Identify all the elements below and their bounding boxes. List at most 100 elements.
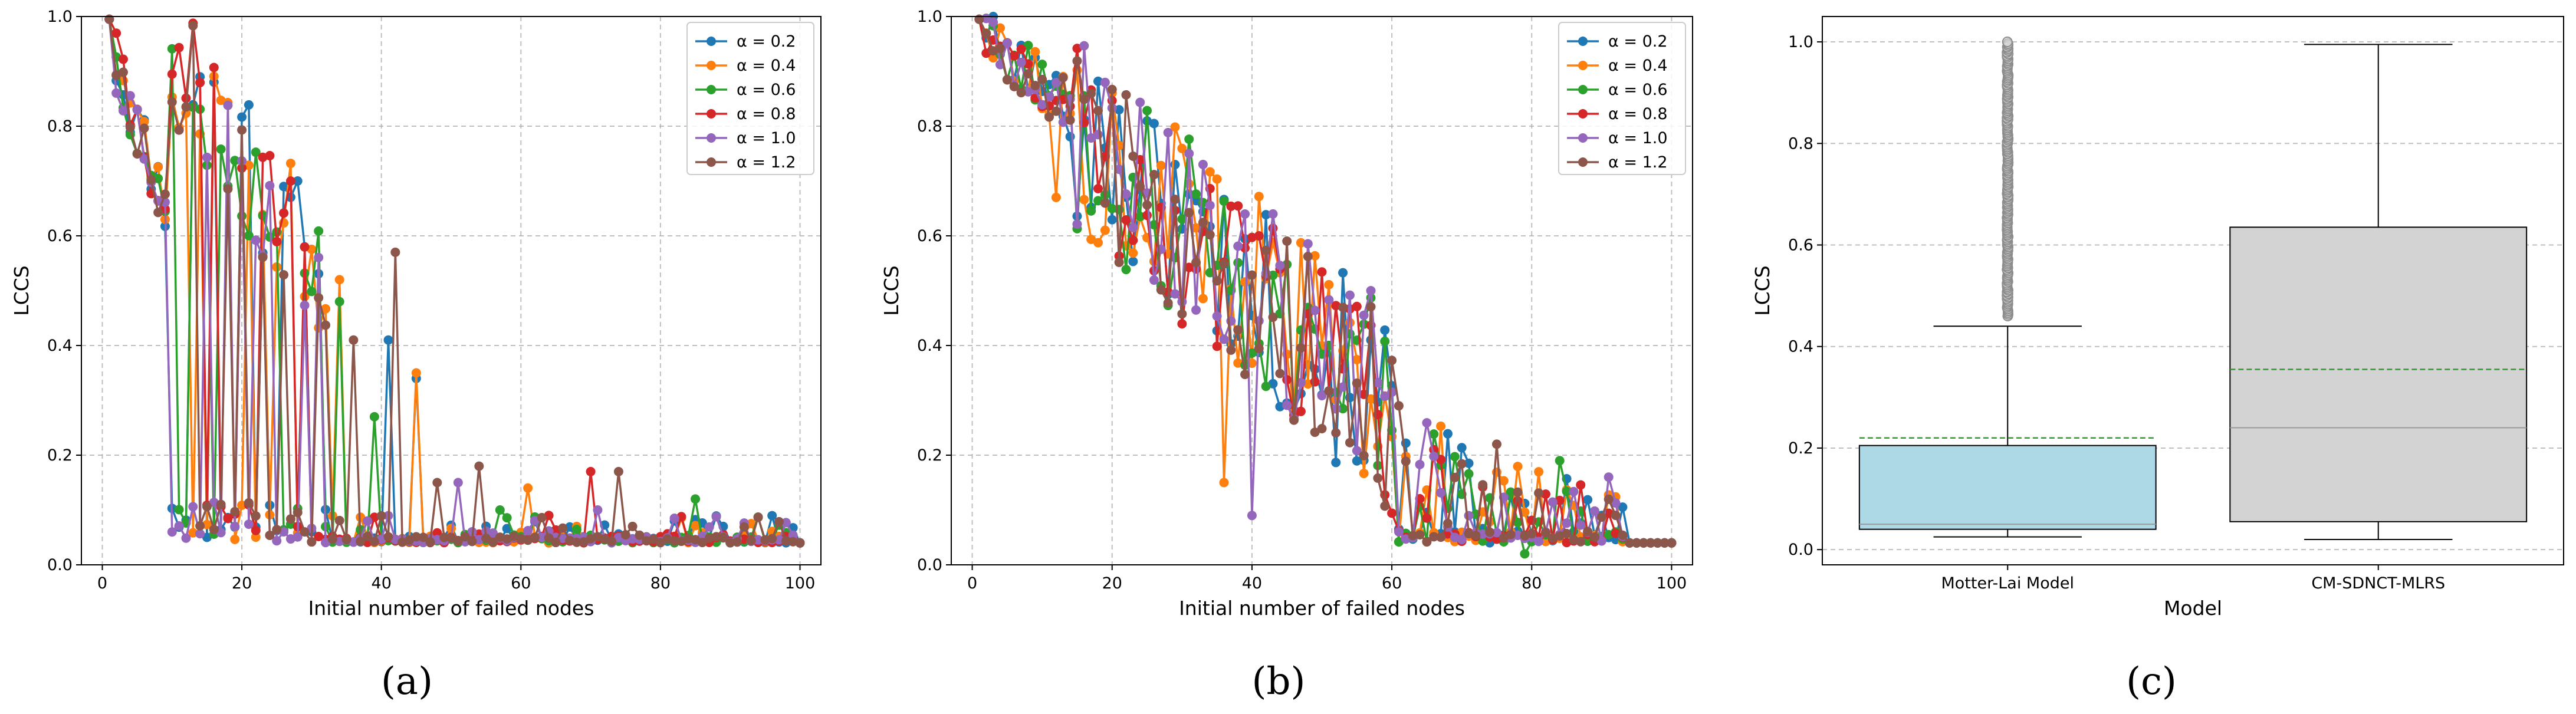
- data-point: [1002, 75, 1012, 85]
- data-point: [369, 512, 379, 522]
- data-point: [481, 533, 491, 543]
- data-point: [1016, 57, 1026, 67]
- legend-label: α = 0.6: [737, 81, 796, 99]
- data-point: [1086, 88, 1096, 98]
- data-point: [1317, 390, 1327, 400]
- data-point: [523, 483, 533, 493]
- data-point: [272, 236, 282, 246]
- data-point: [586, 466, 596, 476]
- data-point: [321, 538, 331, 548]
- data-point: [1296, 238, 1306, 248]
- data-point: [1443, 518, 1453, 528]
- data-point: [495, 505, 505, 515]
- data-point: [1254, 344, 1264, 354]
- data-point: [767, 534, 777, 544]
- data-point: [1429, 532, 1439, 542]
- data-point: [1394, 401, 1404, 411]
- data-point: [1219, 259, 1229, 269]
- data-point: [1520, 507, 1530, 517]
- data-point: [251, 235, 261, 245]
- data-point: [691, 521, 701, 531]
- data-point: [544, 533, 554, 543]
- data-point: [1589, 532, 1599, 542]
- data-point: [1345, 437, 1355, 448]
- data-point: [279, 208, 289, 218]
- data-point: [1170, 160, 1180, 170]
- legend-box: [1558, 22, 1686, 175]
- legend-marker: [707, 37, 716, 46]
- data-point: [1191, 189, 1201, 199]
- data-point: [488, 537, 498, 547]
- data-point: [1415, 459, 1425, 469]
- data-point: [1226, 201, 1236, 211]
- plot-frame: [951, 16, 1693, 565]
- data-point: [649, 534, 659, 544]
- data-point: [1436, 532, 1446, 542]
- data-point: [300, 242, 310, 252]
- data-point: [383, 335, 393, 345]
- data-point: [146, 175, 156, 185]
- data-point: [244, 498, 254, 508]
- y-tick-label: 0.6: [47, 227, 73, 245]
- data-point: [1142, 106, 1152, 116]
- data-point: [1604, 472, 1614, 482]
- data-point: [1247, 270, 1257, 280]
- data-point: [1345, 290, 1355, 300]
- y-tick-label: 0.6: [917, 227, 942, 245]
- data-point: [1338, 268, 1348, 278]
- data-point: [711, 532, 721, 542]
- data-point: [774, 535, 784, 545]
- data-point: [279, 182, 289, 192]
- data-point: [1373, 473, 1383, 483]
- data-point: [488, 528, 498, 538]
- data-point: [1443, 429, 1453, 439]
- legend-marker: [707, 109, 716, 119]
- data-point: [1596, 536, 1606, 546]
- data-point: [1114, 257, 1124, 267]
- legend-marker: [1578, 109, 1588, 119]
- legend-marker: [707, 133, 716, 143]
- legend-label: α = 0.4: [1608, 57, 1668, 75]
- data-point: [125, 123, 135, 133]
- data-point: [753, 512, 763, 522]
- data-point: [1450, 452, 1460, 462]
- plot-frame: [81, 16, 822, 565]
- data-point: [1093, 130, 1103, 140]
- legend-marker: [707, 85, 716, 94]
- data-point: [1093, 183, 1103, 193]
- data-point: [1135, 182, 1145, 192]
- legend-marker: [1578, 157, 1588, 167]
- data-point: [1128, 248, 1138, 258]
- series-5: [104, 14, 805, 548]
- data-point: [279, 270, 289, 280]
- data-point: [795, 538, 805, 548]
- data-point: [132, 105, 142, 115]
- x-axis-label: Initial number of failed nodes: [1179, 597, 1465, 620]
- data-point: [174, 42, 184, 52]
- data-point: [272, 536, 282, 546]
- y-tick-label: 0.2: [917, 446, 942, 465]
- data-point: [209, 525, 219, 535]
- data-point: [202, 152, 212, 162]
- plot-frame: [1822, 16, 2564, 565]
- data-point: [571, 524, 581, 534]
- data-point: [1205, 268, 1215, 278]
- data-point: [1513, 487, 1523, 497]
- data-point: [432, 478, 442, 488]
- data-point: [1373, 377, 1383, 387]
- data-point: [551, 537, 561, 547]
- data-point: [1177, 309, 1187, 319]
- data-point: [237, 125, 247, 135]
- data-point: [739, 522, 749, 532]
- data-point: [1142, 200, 1152, 210]
- data-point: [188, 528, 198, 538]
- data-point: [258, 252, 268, 262]
- y-tick-label: 0.4: [917, 337, 942, 355]
- data-point: [167, 527, 177, 537]
- data-point: [111, 28, 121, 38]
- data-point: [195, 521, 205, 531]
- data-point: [195, 529, 205, 539]
- legend-label: α = 0.2: [1608, 32, 1668, 51]
- data-point: [1177, 319, 1187, 329]
- data-point: [627, 521, 638, 531]
